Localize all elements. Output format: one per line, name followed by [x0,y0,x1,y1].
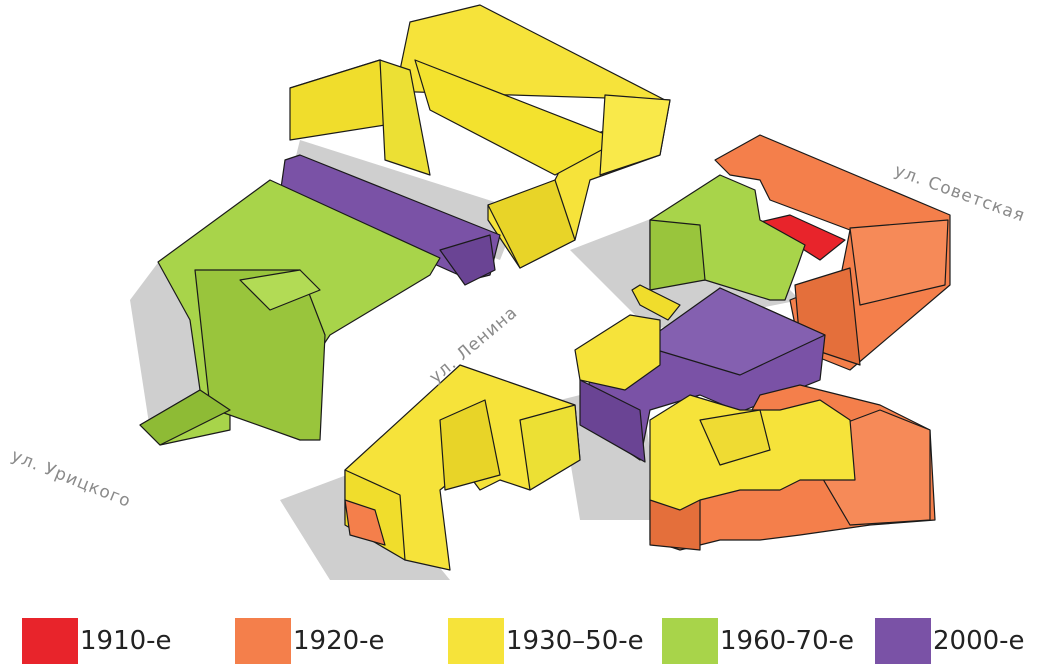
building-face [414,59,621,176]
building-face [239,269,321,311]
building-north-1930s [289,4,671,269]
legend-swatch-1930 [448,618,504,664]
building-face [631,284,681,321]
legend: 1910-е 1920-е 1930–50-е 1960-70-е 2000-е [0,610,1050,668]
legend-swatch-1910 [22,618,78,664]
building-face [699,409,771,466]
legend-item-1960: 1960-70-е [662,618,854,664]
buildings-drawing [130,4,951,580]
building-face [639,287,826,376]
building-face [519,404,581,491]
legend-label-1920: 1920-е [293,626,385,656]
legend-item-1910: 1910-е [22,618,172,664]
legend-swatch-2000 [875,618,931,664]
building-face [849,219,949,306]
building-east-1960s [649,174,806,301]
legend-label-2000: 2000-е [933,626,1025,656]
legend-label-1910: 1910-е [80,626,172,656]
building-west-1960s [139,179,441,446]
legend-item-2000: 2000-е [875,618,1025,664]
building-south-1930s [344,364,581,571]
building-face [379,59,431,176]
building-face [139,389,231,446]
building-face [439,234,496,286]
building-face [574,314,661,391]
legend-swatch-1920 [235,618,291,664]
building-central-2000s [579,287,826,463]
axonometric-map: ул. Советская ул. Ленина ул. Урицкого [8,4,1028,580]
building-face [714,134,951,371]
building-face [579,379,646,463]
building-face [344,499,386,546]
building-annex-1930s [574,284,681,391]
building-west-bar-2000s [279,154,501,286]
legend-item-1930: 1930–50-е [448,618,644,664]
building-face [599,94,671,176]
building-face [487,179,576,269]
legend-label-1960: 1960-70-е [720,626,855,656]
legend-item-1920: 1920-е [235,618,385,664]
building-face [439,399,501,491]
building-southeast-1930s [649,394,856,511]
building-face [289,59,386,141]
legend-label-1930: 1930–50-е [506,626,644,656]
building-face [649,219,706,291]
legend-swatch-1960 [662,618,718,664]
